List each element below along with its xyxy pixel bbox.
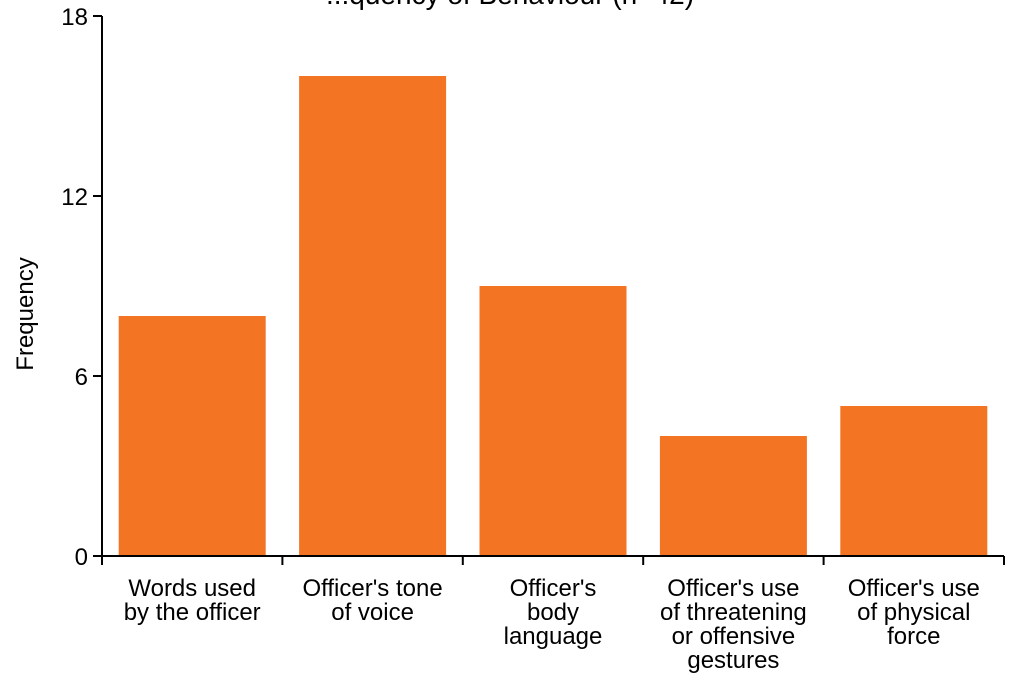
y-ticks-group: 0 6 12 18 [61, 4, 102, 571]
bar-2 [299, 76, 447, 556]
x-category-label: Officer's use of physical force [848, 575, 980, 650]
x-labels-group: Words used by the officer Officer's tone of… [124, 575, 980, 674]
y-tick-label: 6 [75, 364, 88, 391]
x-category-label: Officer's tone of voice [302, 575, 442, 626]
axes-group [101, 16, 1005, 565]
chart-title: ...quency of Behaviour (n=42) [326, 0, 694, 10]
y-axis-label: Frequency [12, 257, 39, 370]
bar-5 [840, 406, 988, 556]
x-category-label: Officer's use of threatening or offensive g… [660, 575, 807, 674]
y-tick-label: 12 [61, 184, 88, 211]
x-category-label: Officer's body language [504, 575, 603, 650]
bars-group [118, 76, 988, 556]
y-tick-label: 18 [61, 4, 88, 31]
bar-3 [479, 286, 627, 556]
bar-1 [118, 316, 266, 556]
x-category-label: Words used by the officer [124, 575, 261, 626]
y-tick-label: 0 [75, 544, 88, 571]
bar-4 [659, 436, 807, 556]
